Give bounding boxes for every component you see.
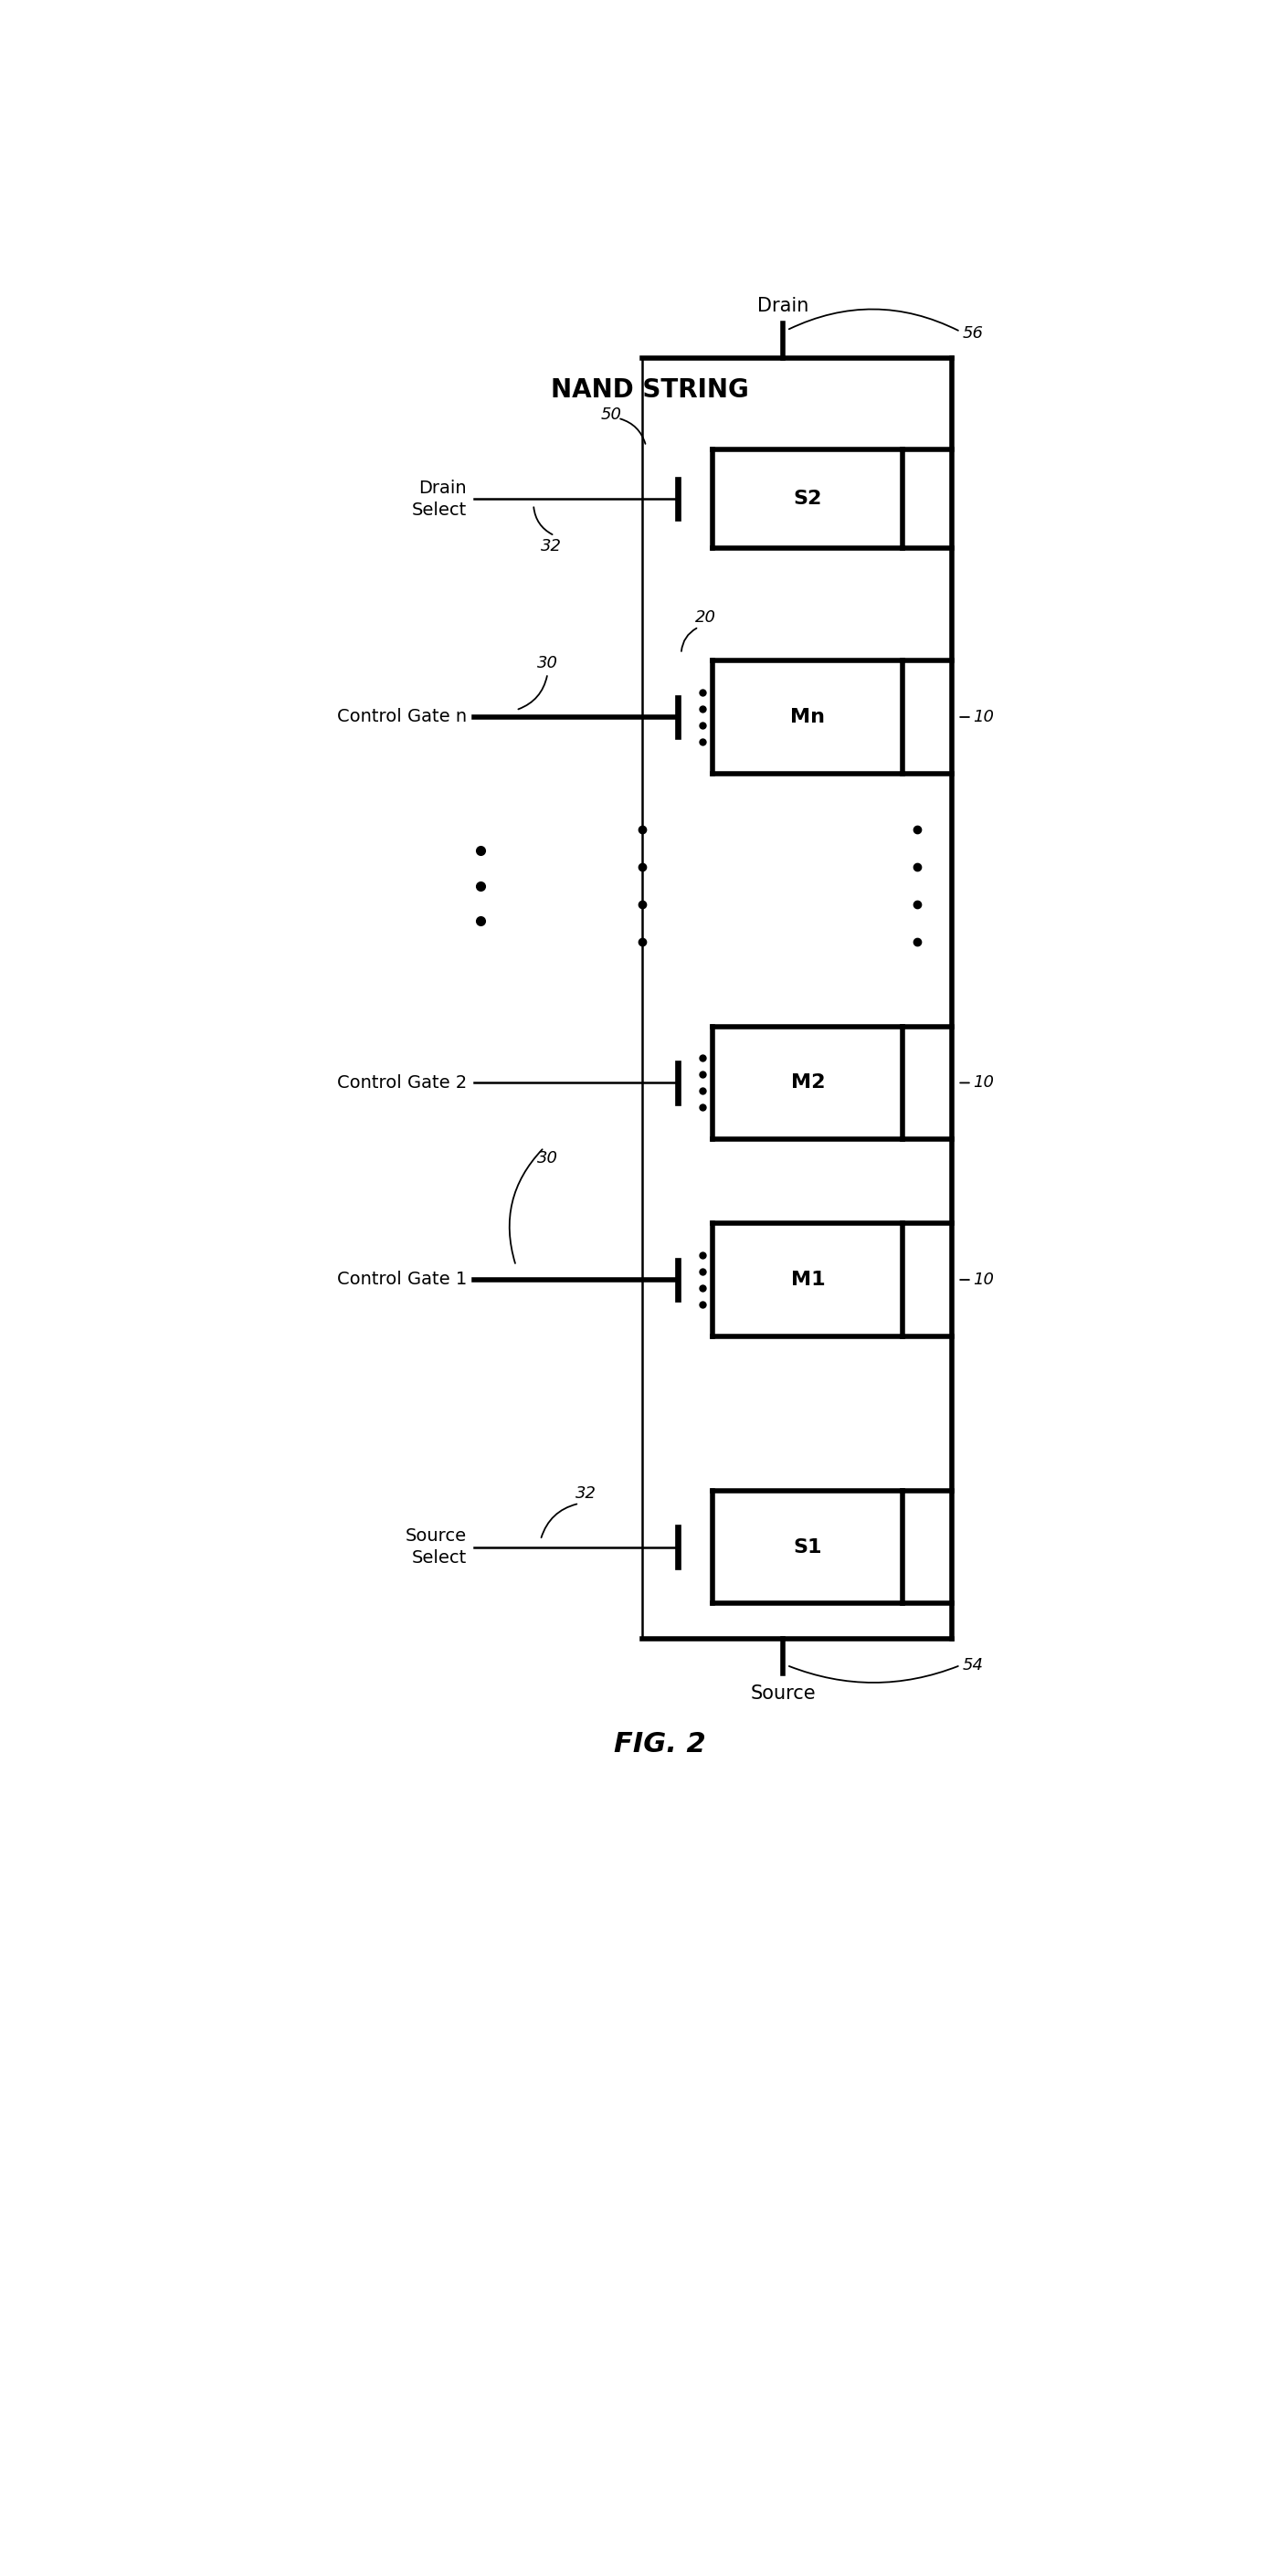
Text: 56: 56	[962, 325, 984, 343]
Text: 54: 54	[962, 1656, 984, 1674]
Text: S1: S1	[793, 1538, 822, 1556]
Text: NAND STRING: NAND STRING	[551, 376, 750, 402]
Text: Control Gate 1: Control Gate 1	[336, 1270, 466, 1288]
Text: Source: Source	[751, 1685, 815, 1703]
Text: 10: 10	[974, 1273, 994, 1288]
Text: M2: M2	[791, 1074, 824, 1092]
Text: Control Gate n: Control Gate n	[337, 708, 466, 726]
Text: FIG. 2: FIG. 2	[614, 1731, 706, 1757]
Text: 32: 32	[576, 1484, 596, 1502]
Text: 10: 10	[974, 1074, 994, 1092]
Text: 30: 30	[537, 1149, 558, 1167]
Text: 10: 10	[974, 708, 994, 726]
Text: Drain: Drain	[757, 296, 809, 314]
Text: 20: 20	[696, 608, 716, 626]
Text: S2: S2	[793, 489, 822, 507]
Text: Control Gate 2: Control Gate 2	[336, 1074, 466, 1092]
Text: Drain
Select: Drain Select	[412, 479, 466, 518]
Text: M1: M1	[791, 1270, 826, 1288]
Text: Source
Select: Source Select	[406, 1528, 466, 1566]
Text: 30: 30	[537, 654, 558, 672]
Text: 50: 50	[600, 407, 621, 422]
Text: Mn: Mn	[791, 708, 826, 726]
Text: 32: 32	[541, 538, 562, 554]
